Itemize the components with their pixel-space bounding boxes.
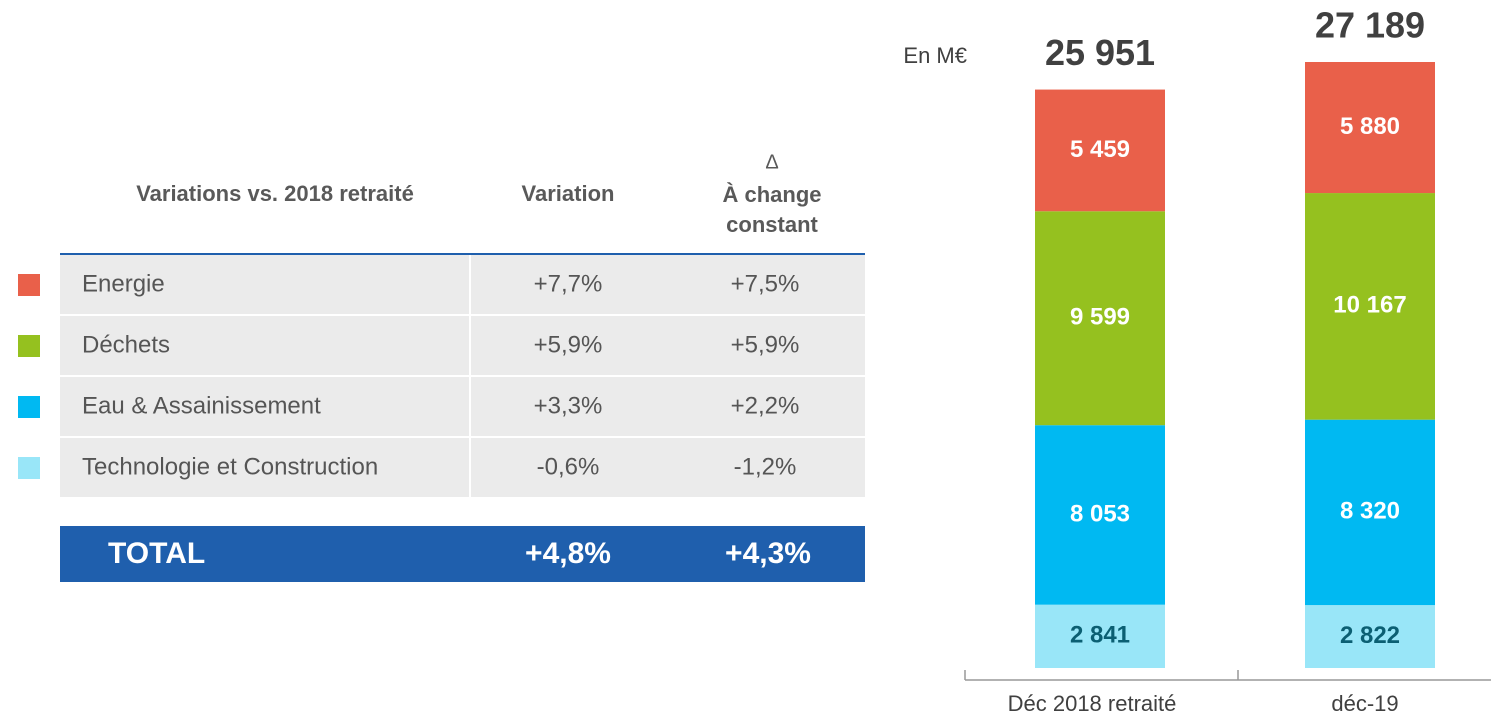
row-variation: +7,7% [534, 270, 603, 297]
row-background [60, 377, 865, 436]
total-constant: +4,3% [725, 537, 811, 570]
value-label: 9 599 [1070, 304, 1130, 331]
x-tick-label: Déc 2018 retraité [1008, 691, 1177, 716]
value-label: 8 053 [1070, 500, 1130, 527]
bar-segment [1305, 62, 1435, 194]
row-variation: +3,3% [534, 392, 603, 419]
bar-segment [1035, 604, 1165, 668]
row-constant: -1,2% [734, 453, 797, 480]
bar-segment [1305, 193, 1435, 420]
row-name: Eau & Assainissement [82, 392, 321, 419]
table-header: Variation [522, 181, 615, 206]
total-label: 27 189 [1315, 5, 1425, 46]
legend-swatch [18, 274, 40, 296]
bar-segment [1035, 425, 1165, 605]
legend-swatch [18, 457, 40, 479]
row-background [60, 255, 865, 314]
row-name: Energie [82, 270, 165, 297]
row-constant: +5,9% [731, 331, 800, 358]
table-header: Variations vs. 2018 retraité [136, 181, 414, 206]
legend-swatch [18, 335, 40, 357]
total-label: 25 951 [1045, 32, 1155, 73]
row-name: Technologie et Construction [82, 453, 378, 480]
bar-segment [1305, 419, 1435, 606]
x-tick-label: déc-19 [1331, 691, 1398, 716]
value-label: 2 822 [1340, 622, 1400, 649]
table-header: constant [726, 212, 818, 237]
bar-segment [1035, 211, 1165, 426]
row-background [60, 438, 865, 497]
value-label: 8 320 [1340, 498, 1400, 525]
row-variation: +5,9% [534, 331, 603, 358]
bar-segment [1305, 605, 1435, 668]
row-background [60, 316, 865, 375]
delta-symbol: Δ [765, 151, 778, 173]
value-label: 10 167 [1333, 292, 1406, 319]
row-constant: +7,5% [731, 270, 800, 297]
unit-label: En M€ [903, 43, 967, 68]
total-name: TOTAL [108, 537, 205, 570]
value-label: 5 880 [1340, 113, 1400, 140]
value-label: 2 841 [1070, 622, 1130, 649]
legend-swatch [18, 396, 40, 418]
bar-segment [1035, 89, 1165, 212]
value-label: 5 459 [1070, 136, 1130, 163]
row-variation: -0,6% [537, 453, 600, 480]
table-header: À change [722, 182, 821, 207]
row-name: Déchets [82, 331, 170, 358]
total-row [60, 526, 865, 582]
total-variation: +4,8% [525, 537, 611, 570]
row-constant: +2,2% [731, 392, 800, 419]
